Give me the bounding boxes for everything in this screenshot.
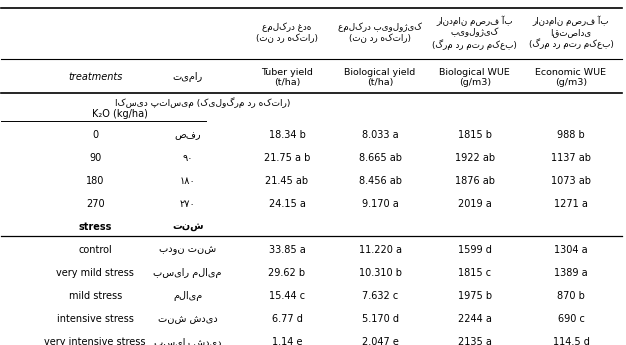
- Text: بسیار ملایم: بسیار ملایم: [153, 268, 222, 278]
- Text: 2019 a: 2019 a: [458, 199, 491, 209]
- Text: 90: 90: [89, 152, 101, 162]
- Text: 180: 180: [86, 176, 105, 186]
- Text: 21.75 a b: 21.75 a b: [264, 152, 310, 162]
- Text: عملکرد بیولوژیک
(تن در هکتار): عملکرد بیولوژیک (تن در هکتار): [338, 22, 422, 43]
- Text: Biological WUE
(g/m3): Biological WUE (g/m3): [439, 68, 510, 87]
- Text: 690 c: 690 c: [558, 314, 585, 324]
- Text: 11.220 a: 11.220 a: [359, 245, 402, 255]
- Text: intensive stress: intensive stress: [57, 314, 133, 324]
- Text: 1815 c: 1815 c: [458, 268, 491, 278]
- Text: control: control: [78, 245, 112, 255]
- Text: stress: stress: [78, 222, 112, 232]
- Text: 5.170 d: 5.170 d: [362, 314, 399, 324]
- Text: 6.77 d: 6.77 d: [272, 314, 302, 324]
- Text: 8.665 ab: 8.665 ab: [359, 152, 402, 162]
- Text: 21.45 ab: 21.45 ab: [265, 176, 309, 186]
- Text: 1975 b: 1975 b: [458, 291, 492, 301]
- Text: بدون تنش: بدون تنش: [159, 245, 216, 255]
- Text: Biological yield
(t/ha): Biological yield (t/ha): [344, 68, 416, 87]
- Text: very intensive stress: very intensive stress: [44, 337, 146, 345]
- Text: 8.456 ab: 8.456 ab: [359, 176, 402, 186]
- Text: 24.15 a: 24.15 a: [269, 199, 305, 209]
- Text: 270: 270: [86, 199, 105, 209]
- Text: 114.5 d: 114.5 d: [553, 337, 590, 345]
- Text: ۹۰: ۹۰: [182, 152, 193, 162]
- Text: 2135 a: 2135 a: [458, 337, 491, 345]
- Text: 1271 a: 1271 a: [554, 199, 588, 209]
- Text: 10.310 b: 10.310 b: [359, 268, 402, 278]
- Text: 9.170 a: 9.170 a: [362, 199, 399, 209]
- Text: treatments: treatments: [68, 72, 122, 82]
- Text: 2.047 e: 2.047 e: [362, 337, 399, 345]
- Text: اکسید پتاسیم (کیلوگرم در هکتار): اکسید پتاسیم (کیلوگرم در هکتار): [115, 98, 291, 108]
- Text: 1.14 e: 1.14 e: [272, 337, 302, 345]
- Text: 29.62 b: 29.62 b: [269, 268, 305, 278]
- Text: 1389 a: 1389 a: [554, 268, 588, 278]
- Text: بسیار شدید: بسیار شدید: [154, 337, 222, 345]
- Text: 7.632 c: 7.632 c: [362, 291, 398, 301]
- Text: 988 b: 988 b: [557, 130, 585, 140]
- Text: 1137 ab: 1137 ab: [551, 152, 591, 162]
- Text: راندمان مصرف آب
بیولوژیک
(گرم در متر مکعب): راندمان مصرف آب بیولوژیک (گرم در متر مکع…: [433, 16, 517, 50]
- Text: mild stress: mild stress: [68, 291, 121, 301]
- Text: 2244 a: 2244 a: [458, 314, 491, 324]
- Text: K₂O (kg/ha): K₂O (kg/ha): [92, 109, 148, 119]
- Text: 0: 0: [92, 130, 98, 140]
- Text: 1922 ab: 1922 ab: [454, 152, 495, 162]
- Text: Economic WUE
(g/m3): Economic WUE (g/m3): [535, 68, 607, 87]
- Text: 8.033 a: 8.033 a: [362, 130, 398, 140]
- Text: Tuber yield
(t/ha): Tuber yield (t/ha): [261, 68, 313, 87]
- Text: راندمان مصرف آب
اقتصادی
(گرم در متر مکعب): راندمان مصرف آب اقتصادی (گرم در متر مکعب…: [528, 16, 613, 49]
- Text: 33.85 a: 33.85 a: [269, 245, 305, 255]
- Text: ۱۸۰: ۱۸۰: [180, 176, 195, 186]
- Text: 18.34 b: 18.34 b: [269, 130, 305, 140]
- Text: 1073 ab: 1073 ab: [551, 176, 591, 186]
- Text: 1599 d: 1599 d: [458, 245, 491, 255]
- Text: تنش شدید: تنش شدید: [158, 314, 217, 324]
- Text: صفر: صفر: [174, 130, 201, 140]
- Text: 15.44 c: 15.44 c: [269, 291, 305, 301]
- Text: تیمار: تیمار: [173, 72, 203, 82]
- Text: عملکرد غده
(تن در هکتار): عملکرد غده (تن در هکتار): [256, 22, 318, 43]
- Text: ملایم: ملایم: [173, 291, 202, 301]
- Text: 870 b: 870 b: [557, 291, 585, 301]
- Text: ۲۷۰: ۲۷۰: [180, 199, 195, 209]
- Text: تنش: تنش: [172, 222, 203, 232]
- Text: very mild stress: very mild stress: [56, 268, 134, 278]
- Text: 1876 ab: 1876 ab: [454, 176, 495, 186]
- Text: 1304 a: 1304 a: [554, 245, 588, 255]
- Text: 1815 b: 1815 b: [458, 130, 492, 140]
